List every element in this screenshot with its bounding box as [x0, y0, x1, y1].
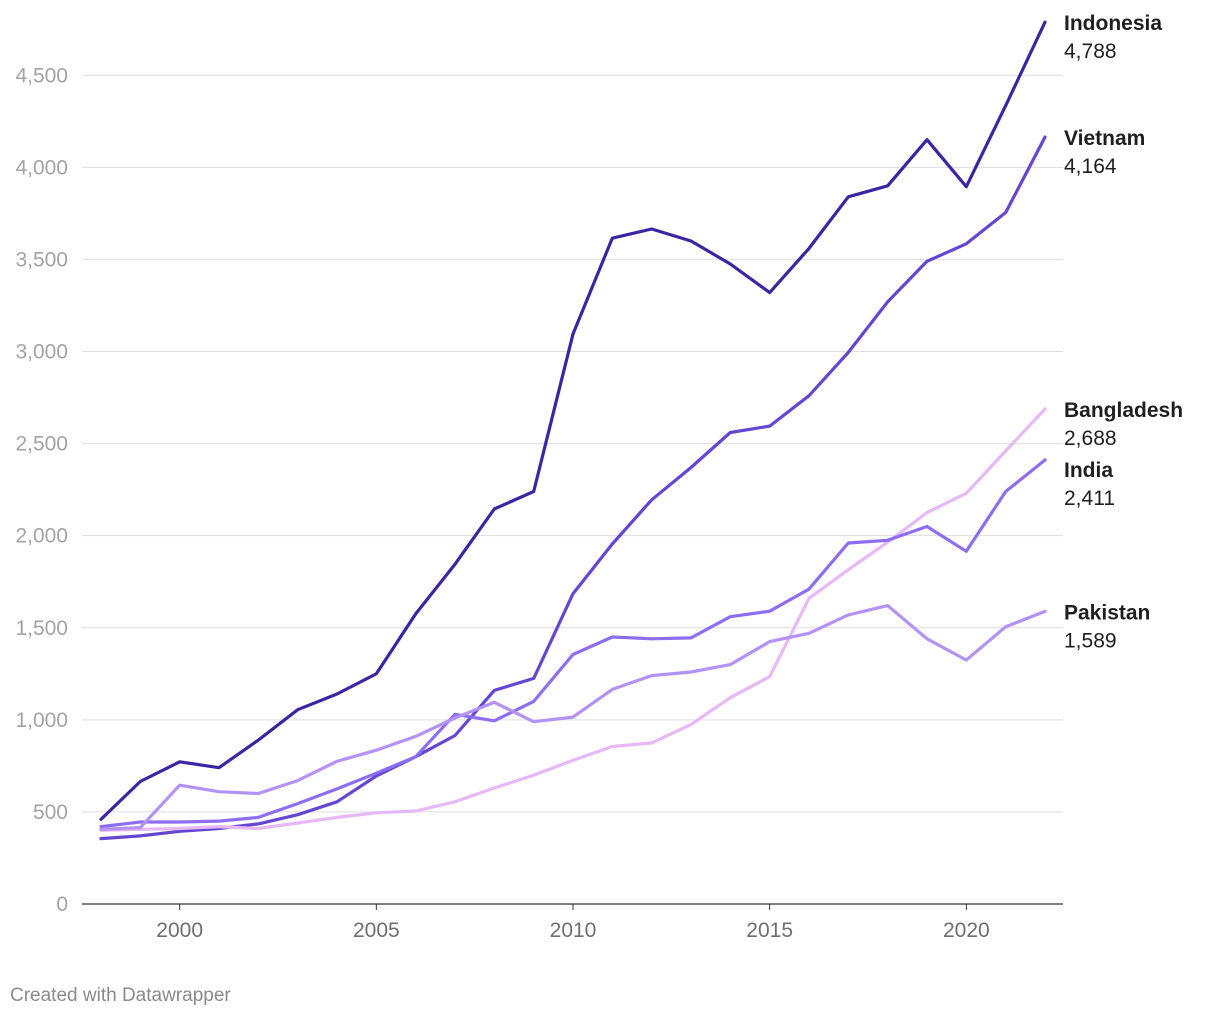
- line-chart: 0 500 1,000 1,500 2,000 2,500 3,000 3,500 4,000 4…: [15, 12, 1183, 942]
- x-tick-label: 2005: [353, 919, 400, 942]
- x-axis: 2000 2005 2010 2015 2020: [82, 903, 1063, 942]
- series-end-labels: Indonesia 4,788 Vietnam 4,164 Bangladesh 2,68…: [1064, 12, 1183, 652]
- series-line-vietnam: [99, 135, 1047, 841]
- y-tick-label: 4,000: [15, 156, 68, 179]
- gridlines: [82, 74, 1063, 813]
- y-tick-label: 1,500: [15, 617, 68, 640]
- series-value-bangladesh: 2,688: [1064, 427, 1117, 450]
- x-tick-label: 2000: [156, 919, 203, 942]
- series-line-pakistan: [99, 603, 1047, 832]
- y-tick-label: 2,000: [15, 525, 68, 548]
- series-label-indonesia: Indonesia: [1064, 12, 1162, 35]
- series-value-indonesia: 4,788: [1064, 40, 1117, 63]
- series-lines: [99, 20, 1047, 841]
- y-tick-label: 3,000: [15, 341, 68, 364]
- series-label-india: India: [1064, 459, 1113, 482]
- series-line-bangladesh: [99, 407, 1047, 832]
- y-tick-label: 0: [56, 893, 68, 916]
- series-label-bangladesh: Bangladesh: [1064, 399, 1183, 422]
- series-label-vietnam: Vietnam: [1064, 127, 1145, 150]
- series-value-pakistan: 1,589: [1064, 629, 1117, 652]
- x-tick-label: 2020: [943, 919, 990, 942]
- footer-credit: Created with Datawrapper: [10, 985, 231, 1006]
- x-tick-label: 2010: [550, 919, 597, 942]
- y-tick-label: 3,500: [15, 248, 68, 271]
- y-tick-label: 4,500: [15, 64, 68, 87]
- series-line-indonesia: [99, 20, 1047, 821]
- series-line-india: [99, 458, 1047, 829]
- y-axis: 0 500 1,000 1,500 2,000 2,500 3,000 3,500 4,000 4…: [15, 64, 68, 916]
- x-tick-label: 2015: [746, 919, 793, 942]
- y-tick-label: 1,000: [15, 709, 68, 732]
- series-value-vietnam: 4,164: [1064, 155, 1117, 178]
- y-tick-label: 2,500: [15, 433, 68, 456]
- series-label-pakistan: Pakistan: [1064, 601, 1150, 624]
- series-value-india: 2,411: [1064, 487, 1115, 510]
- y-tick-label: 500: [33, 801, 68, 824]
